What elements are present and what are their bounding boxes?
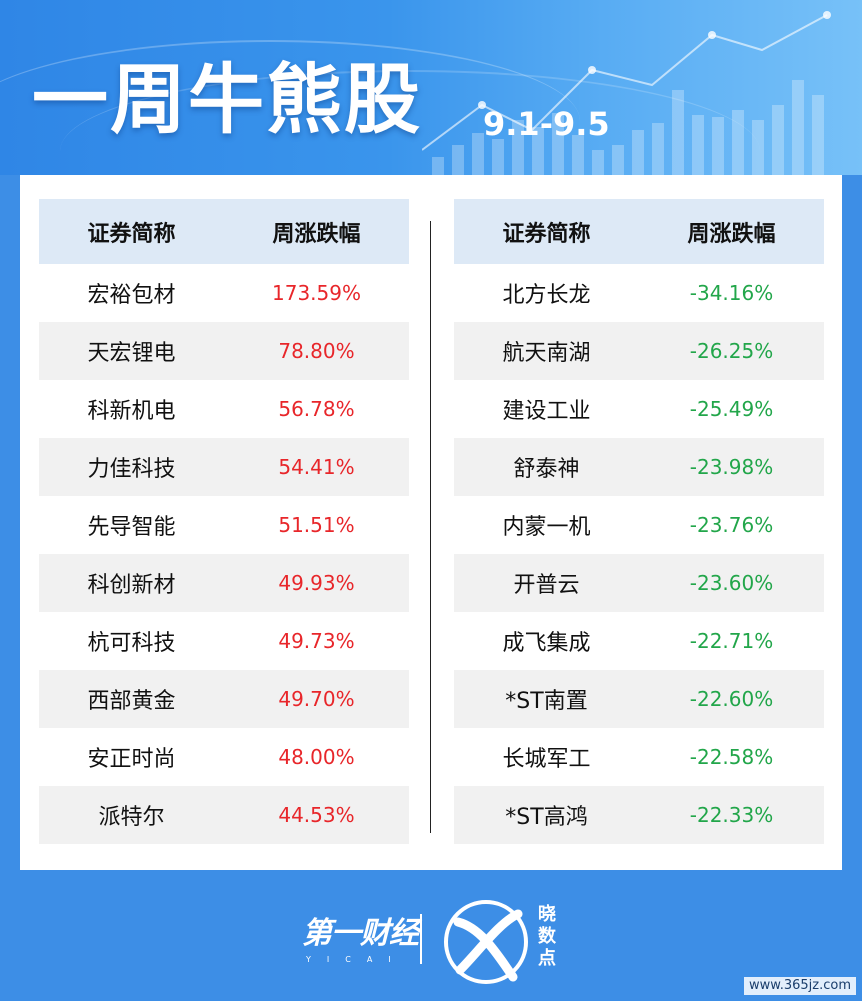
stock-name: 力佳科技 bbox=[87, 457, 176, 482]
weekly-change: 49.73% bbox=[278, 629, 355, 653]
column-header-change: 周涨跌幅 bbox=[687, 221, 776, 247]
weekly-change: 173.59% bbox=[272, 281, 361, 305]
weekly-change: -23.98% bbox=[689, 455, 774, 479]
page-title: 一周牛熊股 bbox=[32, 55, 422, 144]
weekly-change: 56.78% bbox=[278, 397, 355, 421]
bear-stocks-table: 证券简称 周涨跌幅 北方长龙 -34.16% 航天南湖 -26.25% 建设工业 -25.… bbox=[454, 199, 824, 844]
stock-name: 成飞集成 bbox=[502, 631, 591, 656]
weekly-change: 51.51% bbox=[278, 513, 355, 537]
weekly-change: -23.60% bbox=[689, 571, 774, 595]
weekly-change: -22.71% bbox=[689, 629, 774, 653]
date-range: 9.1-9.5 bbox=[483, 105, 610, 143]
table-row: 北方长龙 -34.16% bbox=[454, 264, 824, 322]
table-header-row: 证券简称 周涨跌幅 bbox=[39, 199, 409, 264]
column-header-change: 周涨跌幅 bbox=[272, 221, 361, 247]
yicai-brand-subtitle: YICAI bbox=[306, 955, 407, 964]
footer: 第一财经 YICAI 晓数点 www.365jz.com bbox=[0, 870, 862, 1001]
stock-name: 杭可科技 bbox=[87, 631, 176, 656]
table-row: 科新机电 56.78% bbox=[39, 380, 409, 438]
table-row: *ST南置 -22.60% bbox=[454, 670, 824, 728]
decorative-wave bbox=[60, 70, 760, 175]
table-row: 宏裕包材 173.59% bbox=[39, 264, 409, 322]
table-row: 内蒙一机 -23.76% bbox=[454, 496, 824, 554]
column-header-name: 证券简称 bbox=[87, 221, 176, 247]
weekly-change: 44.53% bbox=[278, 803, 355, 827]
weekly-change: -34.16% bbox=[689, 281, 774, 305]
table-row: 航天南湖 -26.25% bbox=[454, 322, 824, 380]
weekly-change: 48.00% bbox=[278, 745, 355, 769]
table-row: 长城军工 -22.58% bbox=[454, 728, 824, 786]
stocks-card: 证券简称 周涨跌幅 宏裕包材 173.59% 天宏锂电 78.80% 科新机电 56.78… bbox=[20, 175, 842, 870]
weekly-change: 49.70% bbox=[278, 687, 355, 711]
table-header-row: 证券简称 周涨跌幅 bbox=[454, 199, 824, 264]
stock-name: 宏裕包材 bbox=[87, 283, 176, 308]
table-row: 天宏锂电 78.80% bbox=[39, 322, 409, 380]
bull-stocks-table: 证券简称 周涨跌幅 宏裕包材 173.59% 天宏锂电 78.80% 科新机电 56.78… bbox=[39, 199, 409, 844]
xiaoshudian-logo-icon bbox=[444, 900, 528, 984]
decorative-trend-line-icon bbox=[422, 11, 831, 151]
table-row: 派特尔 44.53% bbox=[39, 786, 409, 844]
table-row: *ST高鸿 -22.33% bbox=[454, 786, 824, 844]
stock-name: 科创新材 bbox=[87, 573, 176, 598]
weekly-change: 54.41% bbox=[278, 455, 355, 479]
table-row: 舒泰神 -23.98% bbox=[454, 438, 824, 496]
stock-name: 内蒙一机 bbox=[502, 515, 591, 540]
decorative-wave bbox=[0, 40, 580, 175]
stock-name: 西部黄金 bbox=[87, 689, 176, 714]
weekly-change: -22.58% bbox=[689, 745, 774, 769]
header-banner: 一周牛熊股 9.1-9.5 bbox=[0, 0, 862, 175]
stock-name: 先导智能 bbox=[87, 515, 176, 540]
weekly-change: 78.80% bbox=[278, 339, 355, 363]
table-row: 科创新材 49.93% bbox=[39, 554, 409, 612]
table-row: 西部黄金 49.70% bbox=[39, 670, 409, 728]
xiaoshudian-logo-text: 晓数点 bbox=[538, 904, 556, 969]
stock-name: 安正时尚 bbox=[87, 747, 176, 772]
table-row: 建设工业 -25.49% bbox=[454, 380, 824, 438]
table-row: 开普云 -23.60% bbox=[454, 554, 824, 612]
yicai-brand-logo: 第一财经 bbox=[302, 916, 419, 951]
table-row: 力佳科技 54.41% bbox=[39, 438, 409, 496]
decorative-bar-chart-icon bbox=[422, 0, 842, 175]
stock-name: 开普云 bbox=[513, 573, 580, 598]
stock-name: 天宏锂电 bbox=[87, 341, 176, 366]
table-row: 杭可科技 49.73% bbox=[39, 612, 409, 670]
stock-name: *ST南置 bbox=[505, 689, 588, 714]
column-divider bbox=[430, 221, 431, 833]
weekly-change: -22.60% bbox=[689, 687, 774, 711]
stock-name: 航天南湖 bbox=[502, 341, 591, 366]
watermark: www.365jz.com bbox=[744, 977, 856, 995]
stock-name: 长城军工 bbox=[502, 747, 591, 772]
stock-name: 北方长龙 bbox=[502, 283, 591, 308]
stock-name: *ST高鸿 bbox=[505, 805, 588, 830]
weekly-change: -22.33% bbox=[689, 803, 774, 827]
stock-name: 派特尔 bbox=[98, 805, 165, 830]
table-row: 成飞集成 -22.71% bbox=[454, 612, 824, 670]
stock-name: 舒泰神 bbox=[513, 457, 580, 482]
brand-separator bbox=[420, 914, 422, 964]
table-row: 先导智能 51.51% bbox=[39, 496, 409, 554]
weekly-change: -26.25% bbox=[689, 339, 774, 363]
stock-name: 科新机电 bbox=[87, 399, 176, 424]
column-header-name: 证券简称 bbox=[502, 221, 591, 247]
weekly-change: -23.76% bbox=[689, 513, 774, 537]
stock-name: 建设工业 bbox=[502, 399, 591, 424]
table-row: 安正时尚 48.00% bbox=[39, 728, 409, 786]
weekly-change: -25.49% bbox=[689, 397, 774, 421]
weekly-change: 49.93% bbox=[278, 571, 355, 595]
